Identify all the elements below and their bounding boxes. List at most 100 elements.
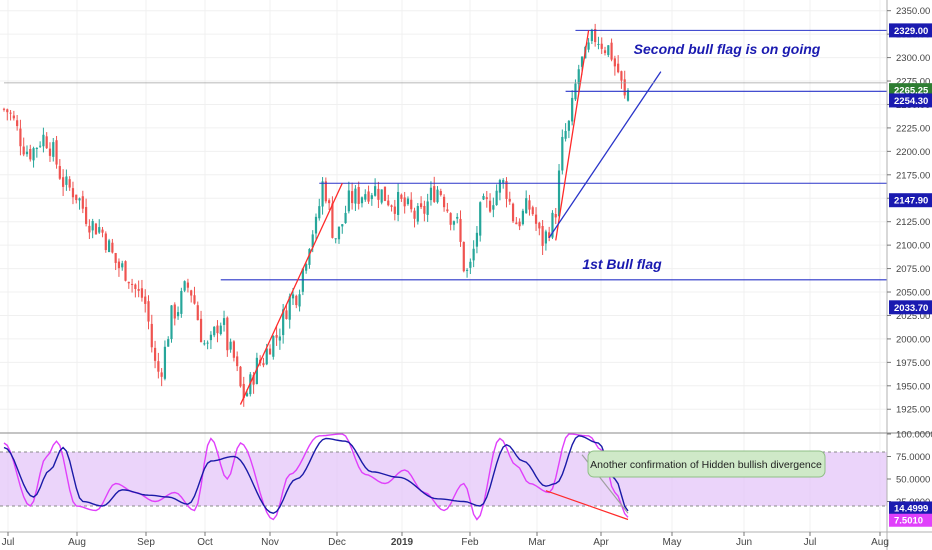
annotation-second-bull-flag: Second bull flag is on going (634, 41, 821, 57)
candle-body (502, 180, 505, 183)
candle-body (607, 45, 610, 56)
candle-body (541, 225, 544, 246)
candle-body (416, 206, 419, 222)
candle-body (71, 188, 75, 198)
candle-body (278, 336, 281, 341)
candle-body (314, 216, 318, 234)
candle-body (538, 222, 541, 229)
candle-body (39, 145, 42, 147)
candle-body (88, 225, 91, 233)
candle-body (577, 69, 580, 85)
candle-body (285, 310, 288, 319)
stoch-k-line (3, 433, 629, 521)
candle-body (173, 304, 176, 319)
price-tick-label: 2025.00 (896, 311, 930, 322)
time-tick-label: Aug (68, 537, 86, 548)
callout-text: Another confirmation of Hidden bullish d… (590, 459, 822, 471)
time-tick-label: Sep (137, 537, 155, 548)
candle-body (534, 214, 538, 224)
candle-body (462, 241, 465, 272)
candle-body (328, 200, 331, 204)
candle-body (190, 290, 193, 296)
annotation-first-bull-flag: 1st Bull flag (582, 256, 662, 272)
candle-body (193, 295, 196, 304)
stoch-tick-label: 100.0000 (896, 430, 932, 441)
candle-body (144, 296, 147, 304)
candle-body (449, 213, 452, 225)
candle-body (472, 248, 475, 261)
candle-body (62, 177, 65, 187)
candle-body (571, 97, 574, 122)
time-tick-label: Mar (528, 537, 546, 548)
candle-body (337, 226, 341, 240)
candle-body (127, 281, 130, 284)
candle-body (580, 56, 584, 67)
price-tick-label: 2300.00 (896, 53, 930, 64)
candle-body (206, 342, 209, 344)
candle-body (48, 148, 52, 156)
candle-body (203, 343, 206, 345)
candle-body (331, 203, 334, 238)
stoch-value-tag-text: 14.4999 (894, 503, 928, 514)
candle-body (101, 229, 104, 233)
price-tick-label: 2275.00 (896, 77, 930, 88)
candle-body (429, 187, 433, 201)
candle-body (482, 195, 485, 200)
candle-body (98, 227, 101, 233)
candle-body (42, 134, 45, 147)
candle-body (186, 282, 190, 288)
candle-body (252, 375, 255, 385)
candle-body (268, 348, 272, 355)
price-tag-text: 2147.90 (894, 196, 928, 207)
candle-body (272, 335, 275, 357)
candle-body (318, 206, 321, 219)
candle-body (548, 232, 551, 238)
trend-segment (239, 182, 343, 405)
candle-body (341, 224, 344, 227)
candle-body (55, 140, 58, 165)
candle-body (387, 200, 390, 206)
candle-body (531, 207, 534, 215)
candle-body (351, 191, 354, 204)
candle-body (52, 142, 55, 157)
stoch-tick-label: 75.0000 (896, 452, 930, 463)
price-tag-bg (889, 93, 932, 108)
stoch-value-tag-text: 7.5010 (894, 516, 923, 527)
candle-body (295, 295, 298, 306)
candle-body (321, 181, 324, 207)
candle-body (459, 218, 462, 242)
candle-body (324, 181, 327, 202)
candle-body (508, 198, 511, 202)
candle-body (282, 309, 285, 336)
time-tick-label: Apr (593, 537, 609, 548)
candle-body (2, 108, 6, 110)
stochastic-oscillator (3, 433, 629, 521)
candle-body (236, 356, 239, 367)
candle-body (114, 253, 117, 263)
candle-body (347, 190, 350, 212)
candle-body (239, 366, 242, 387)
candle-body (305, 263, 308, 271)
candle-body (78, 198, 81, 201)
candle-body (469, 261, 472, 268)
time-tick-label: May (663, 537, 682, 548)
time-tick-label: Jun (736, 537, 752, 548)
time-tick-label: Jul (804, 537, 817, 548)
candle-body (170, 305, 173, 340)
candle-body (587, 42, 590, 50)
trend-segment (555, 30, 590, 241)
time-tick-label: Aug (871, 537, 889, 548)
price-tag-text: 2329.00 (894, 26, 928, 37)
time-tick-label: Feb (461, 537, 479, 548)
candle-body (232, 341, 235, 358)
price-tick-label: 1975.00 (896, 358, 930, 369)
candle-body (229, 341, 232, 350)
candle-body (436, 189, 439, 203)
candle-body (442, 196, 446, 208)
candle-body (22, 146, 25, 155)
candle-body (485, 197, 488, 200)
candle-body (413, 210, 416, 219)
time-axis: Jul Aug Sep Oct Nov Dec 2019 Feb Mar Apr May Jun Jul… (2, 532, 889, 548)
price-tag-text: 2265.25 (894, 86, 929, 97)
